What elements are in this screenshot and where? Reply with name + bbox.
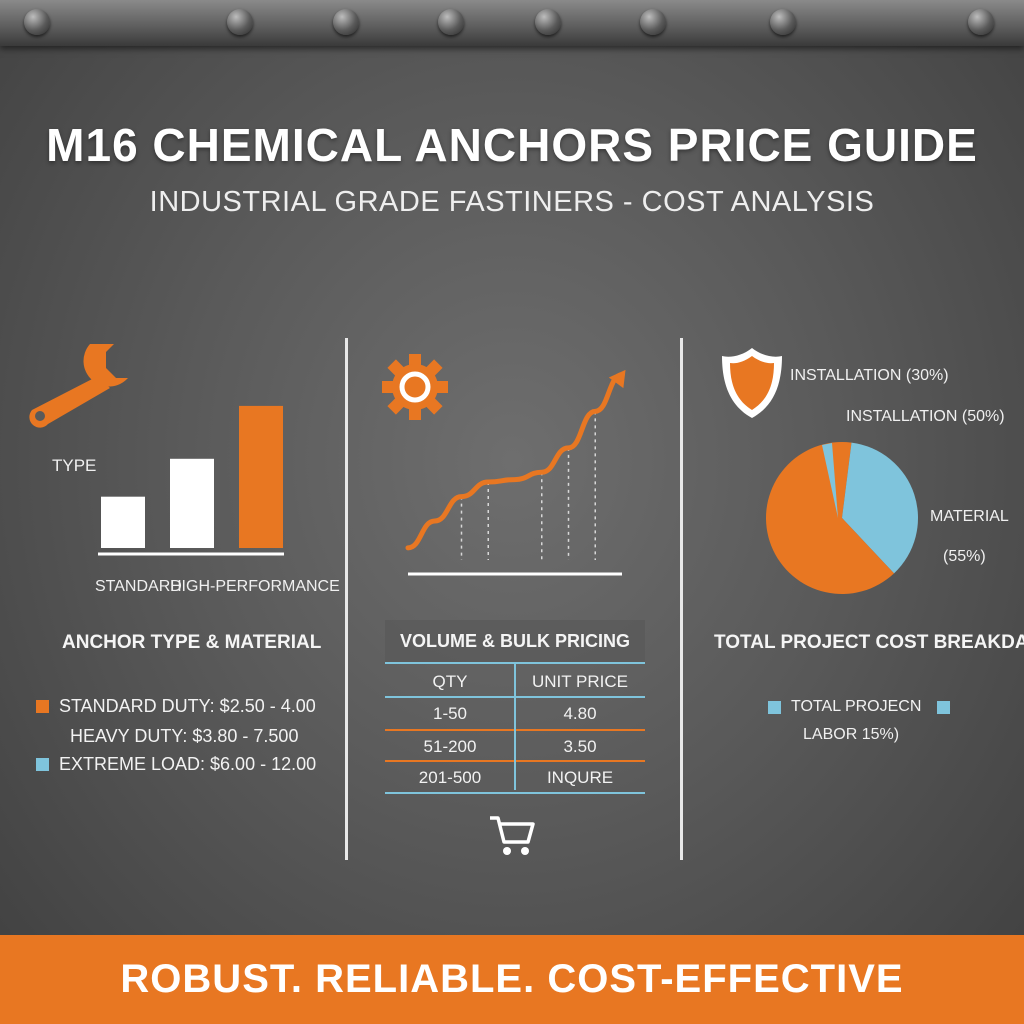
- table-header-row: QTY UNIT PRICE: [385, 666, 645, 698]
- legend-standard-duty: STANDARD DUTY: $2.50 - 4.00: [36, 696, 316, 717]
- column-header-qty: QTY: [432, 672, 468, 691]
- table-cell-qty: 1-50: [432, 704, 468, 723]
- rivet-icon: [770, 9, 796, 35]
- legend-swatch: [937, 700, 951, 714]
- footer-tagline: ROBUST. RELIABLE. COST-EFFECTIVE: [0, 935, 1024, 1024]
- page-subtitle: INDUSTRIAL GRADE FASTINERS - COST ANALYS…: [149, 186, 875, 218]
- panel-title-anchor-type: ANCHOR TYPE & MATERIAL: [62, 632, 322, 653]
- table-row: 1-50 4.80: [385, 698, 645, 730]
- table-cell-price: INQURE: [546, 768, 614, 787]
- panel-title-cost-breakdown: TOTAL PROJECT COST BREAKDAWN: [714, 632, 1024, 653]
- bar-2: [170, 458, 214, 548]
- bar-1: [101, 496, 145, 548]
- column-divider: [345, 338, 348, 860]
- pie-slice-3: [766, 442, 895, 594]
- pie-label-installation-30: INSTALLATION (30%): [790, 367, 949, 384]
- pie-slice-1: [842, 442, 852, 518]
- pie-label-material-pct: (55%): [943, 548, 986, 565]
- legend-text: TOTAL PROJECN: [791, 698, 922, 715]
- legend-swatch: [36, 700, 49, 713]
- legend-extreme-load: EXTREME LOAD: $6.00 - 12.00: [36, 754, 316, 775]
- legend-text: HEAVY DUTY: $3.80 - 7.500: [70, 726, 299, 746]
- wrench-icon: [29, 344, 128, 428]
- legend-text: STANDARD DUTY: $2.50 - 4.00: [59, 696, 316, 716]
- rivet-icon: [640, 9, 666, 35]
- legend-swatch: [768, 700, 781, 714]
- table-rule: [385, 792, 645, 794]
- cost-breakdown-pie-chart: [766, 442, 918, 594]
- table-cell-price: 4.80: [563, 704, 597, 723]
- gear-icon: [382, 354, 448, 420]
- table-row: 51-200 3.50: [385, 731, 645, 763]
- axis-label-type: TYPE: [52, 456, 97, 475]
- legend-heavy-duty: HEAVY DUTY: $3.80 - 7.500: [70, 726, 298, 747]
- rivet-icon: [438, 9, 464, 35]
- page-title: M16 CHEMICAL ANCHORS PRICE GUIDE: [46, 119, 978, 171]
- column-divider: [680, 338, 683, 860]
- legend-swatch: [36, 758, 49, 771]
- rivet-icon: [24, 9, 50, 35]
- trend-line: [405, 372, 625, 551]
- rivet-icon: [535, 9, 561, 35]
- column-header-unit-price: UNIT PRICE: [531, 672, 629, 691]
- bar-3: [239, 405, 283, 548]
- pie-label-installation-50: INSTALLATION (50%): [846, 408, 1005, 425]
- rivet-icon: [227, 9, 253, 35]
- pie-label-material: MATERIAL: [930, 508, 1009, 525]
- bar-category-label-standard: STANDARD: [95, 578, 182, 595]
- legend-total-project: TOTAL PROJECN: [768, 698, 951, 716]
- cart-icon: [490, 816, 535, 855]
- shield-icon: [722, 348, 782, 418]
- steel-header-strip: [0, 0, 1024, 46]
- trend-arrowhead: [608, 369, 626, 389]
- pie-slice-accent: [822, 443, 838, 518]
- bar-category-label-high-performance: HIGH-PERFORMANCE: [170, 578, 340, 595]
- table-row: 201-500 INQURE: [385, 762, 645, 794]
- legend-labor: LABOR 15%): [803, 726, 900, 743]
- rivet-icon: [968, 9, 994, 35]
- volume-trend-line-chart: [405, 369, 626, 576]
- legend-text: EXTREME LOAD: $6.00 - 12.00: [59, 754, 317, 774]
- table-cell-qty: 51-200: [423, 737, 477, 756]
- table-title-volume-pricing: VOLUME & BULK PRICING: [385, 620, 645, 662]
- anchor-type-bar-chart: [98, 405, 284, 556]
- pie-slice-2: [842, 442, 918, 574]
- table-cell-qty: 201-500: [418, 768, 482, 787]
- table-cell-price: 3.50: [563, 737, 597, 756]
- rivet-icon: [333, 9, 359, 35]
- table-column-rule: [514, 662, 516, 790]
